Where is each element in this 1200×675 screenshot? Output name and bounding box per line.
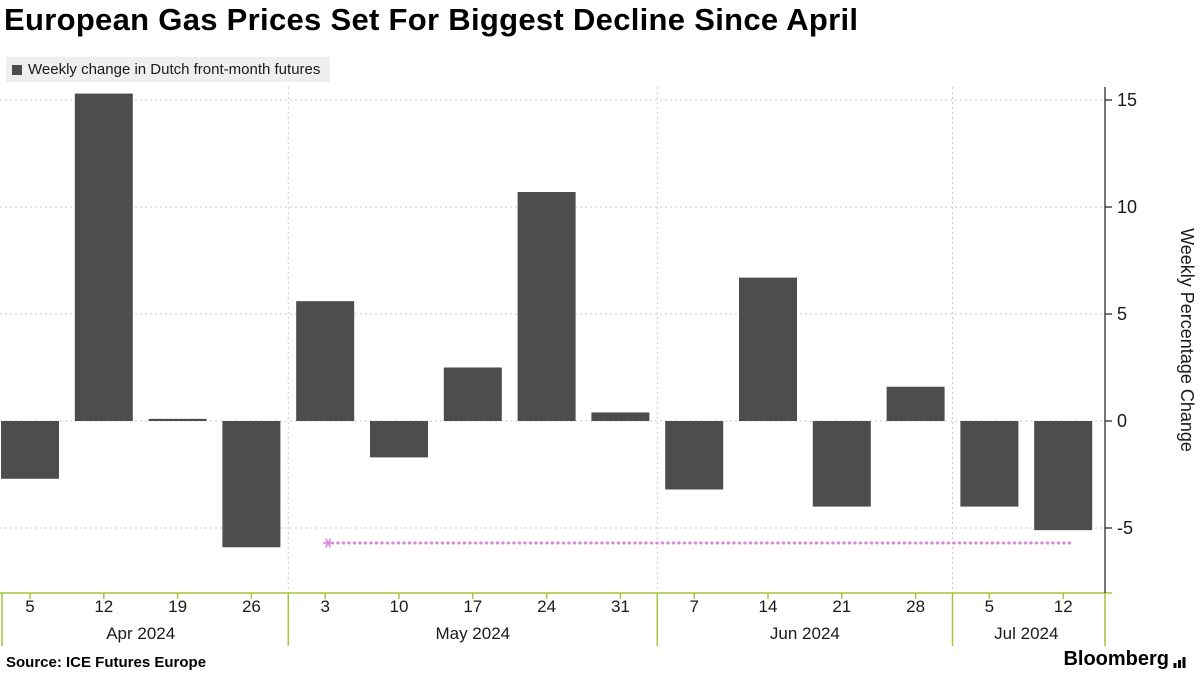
y-tick-label: 10 bbox=[1117, 197, 1137, 217]
y-axis-label: Weekly Percentage Change bbox=[1177, 228, 1197, 452]
reference-line-marker bbox=[325, 538, 332, 548]
x-tick-label: 5 bbox=[25, 597, 34, 616]
legend-label: Weekly change in Dutch front-month futur… bbox=[28, 61, 321, 78]
x-tick-label: 14 bbox=[759, 597, 778, 616]
bar bbox=[960, 421, 1019, 507]
bar bbox=[370, 421, 428, 458]
y-tick-label: -5 bbox=[1117, 518, 1133, 538]
x-tick-label: 28 bbox=[906, 597, 925, 616]
x-tick-label: 19 bbox=[168, 597, 187, 616]
chart-title: European Gas Prices Set For Biggest Decl… bbox=[4, 2, 859, 37]
bar bbox=[517, 192, 576, 421]
x-tick-label: 24 bbox=[537, 597, 556, 616]
month-label: Apr 2024 bbox=[106, 624, 175, 643]
bloomberg-bars-icon bbox=[1173, 657, 1186, 668]
bar bbox=[739, 277, 797, 421]
x-tick-label: 17 bbox=[463, 597, 482, 616]
bar bbox=[296, 301, 355, 421]
bar bbox=[1034, 421, 1093, 531]
bar bbox=[1, 421, 59, 479]
month-label: Jun 2024 bbox=[770, 624, 840, 643]
y-tick-label: 5 bbox=[1117, 304, 1127, 324]
bar bbox=[812, 421, 871, 507]
x-tick-label: 21 bbox=[832, 597, 851, 616]
x-tick-label: 12 bbox=[1054, 597, 1073, 616]
bar bbox=[665, 421, 724, 490]
legend-swatch-icon bbox=[12, 64, 22, 75]
bloomberg-logo: Bloomberg bbox=[1063, 648, 1186, 671]
x-tick-label: 3 bbox=[320, 597, 329, 616]
bar bbox=[148, 418, 207, 421]
x-tick-label: 5 bbox=[985, 597, 994, 616]
x-tick-label: 31 bbox=[611, 597, 630, 616]
month-label: Jul 2024 bbox=[994, 624, 1058, 643]
y-tick-label: 0 bbox=[1117, 411, 1127, 431]
y-tick-label: 15 bbox=[1117, 90, 1137, 110]
bar bbox=[591, 412, 650, 421]
x-tick-label: 12 bbox=[94, 597, 113, 616]
month-label: May 2024 bbox=[435, 624, 510, 643]
legend: Weekly change in Dutch front-month futur… bbox=[6, 57, 331, 82]
x-tick-label: 26 bbox=[242, 597, 261, 616]
bloomberg-wordmark: Bloomberg bbox=[1063, 648, 1169, 670]
bar bbox=[222, 421, 281, 548]
bar bbox=[886, 386, 945, 421]
bar bbox=[443, 367, 502, 421]
x-tick-label: 7 bbox=[689, 597, 698, 616]
bar bbox=[74, 93, 133, 421]
source-credit: Source: ICE Futures Europe bbox=[6, 654, 207, 671]
x-tick-label: 10 bbox=[390, 597, 409, 616]
